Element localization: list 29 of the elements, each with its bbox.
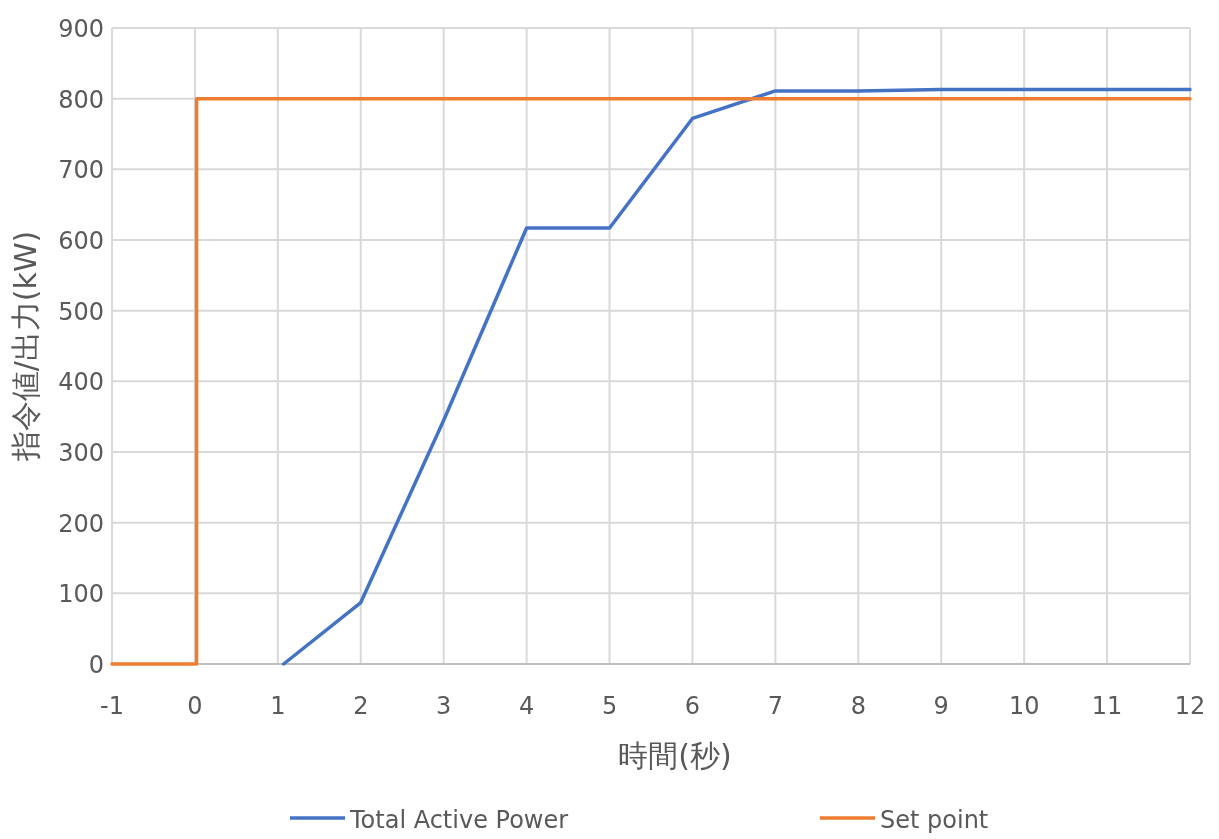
x-tick-label: 12 — [1174, 692, 1206, 720]
x-tick-label: 4 — [518, 692, 535, 720]
legend-label: Total Active Power — [349, 806, 569, 834]
y-tick-label: 0 — [88, 651, 104, 679]
x-tick-label: 7 — [767, 692, 784, 720]
legend-label: Set point — [880, 806, 989, 834]
x-tick-label: 6 — [684, 692, 701, 720]
x-axis-title: 時間(秒) — [618, 738, 732, 773]
x-tick-label: 1 — [270, 692, 286, 720]
y-tick-label: 600 — [58, 227, 104, 255]
x-tick-label: 11 — [1091, 692, 1123, 720]
y-tick-label: 200 — [58, 509, 104, 538]
x-tick-label: 10 — [1008, 692, 1040, 720]
y-tick-label: 500 — [58, 297, 104, 326]
y-tick-label: 900 — [58, 15, 104, 43]
line-series — [281, 87, 1192, 666]
y-axis-title: 指令値/出力(kW) — [8, 230, 43, 463]
x-tick-label: -1 — [100, 692, 124, 720]
y-tick-label: 300 — [58, 439, 104, 467]
y-tick-label: 800 — [58, 85, 104, 114]
x-tick-label: 8 — [850, 692, 866, 720]
x-tick-label: 9 — [933, 692, 949, 720]
y-tick-label: 700 — [58, 156, 104, 185]
x-tick-label: 5 — [601, 692, 618, 720]
x-tick-label: 2 — [353, 692, 369, 720]
y-tick-label: 400 — [58, 368, 104, 397]
y-tick-label: 100 — [58, 580, 104, 609]
x-tick-label: 3 — [436, 692, 452, 720]
x-tick-label: 0 — [187, 692, 203, 720]
